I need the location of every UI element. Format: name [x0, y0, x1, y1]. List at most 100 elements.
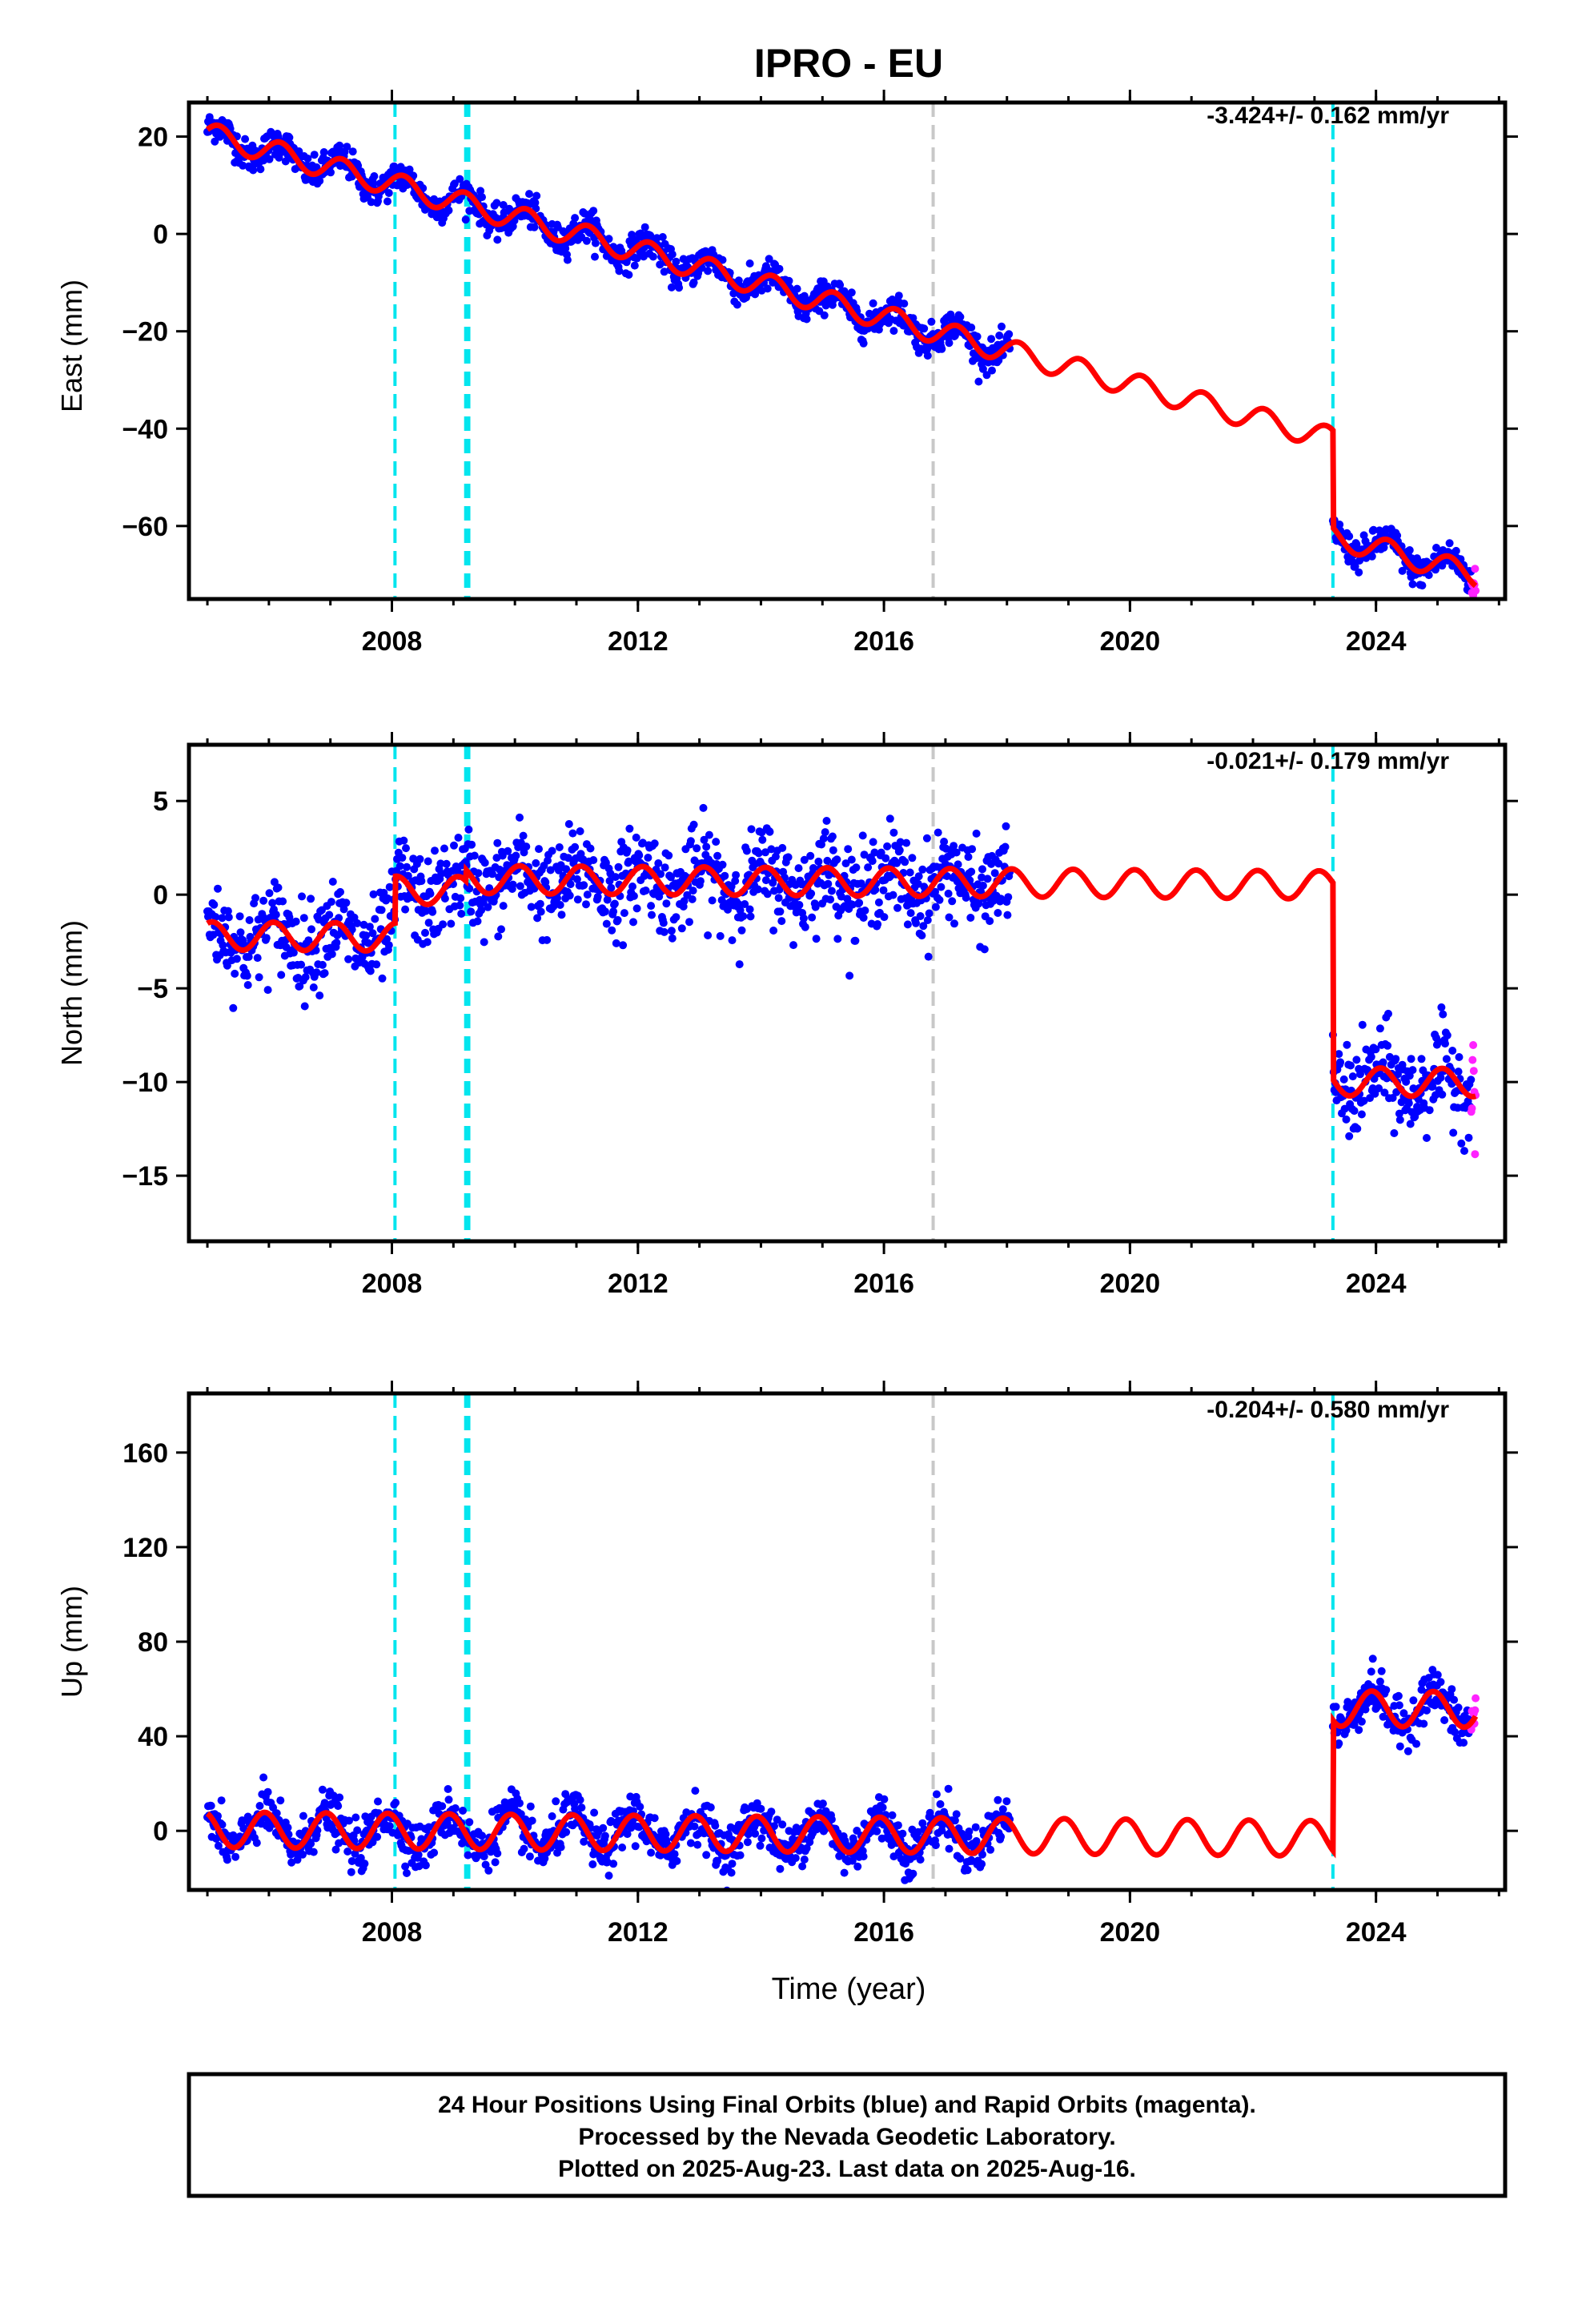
data-point [625, 824, 634, 833]
data-point [1347, 1061, 1355, 1070]
data-point [823, 856, 832, 865]
data-point [767, 1807, 776, 1816]
data-point [632, 904, 641, 913]
data-point [1375, 1084, 1383, 1092]
data-point [902, 838, 911, 847]
data-point [421, 1861, 430, 1870]
data-point [470, 851, 479, 860]
x-tick-label: 2008 [362, 626, 423, 657]
data-point [983, 875, 992, 883]
data-point [289, 948, 298, 957]
data-point [552, 1797, 560, 1806]
data-point [556, 901, 564, 909]
data-point [612, 939, 620, 947]
data-point [468, 840, 476, 849]
data-point [212, 1835, 221, 1843]
data-point [860, 850, 869, 859]
data-point [665, 851, 673, 860]
data-point [1454, 1068, 1463, 1076]
data-point [1442, 1055, 1451, 1063]
data-point [417, 877, 426, 886]
data-point [789, 941, 797, 950]
data-point [644, 854, 652, 862]
data-point [672, 257, 681, 266]
data-point [312, 968, 321, 977]
data-point [987, 335, 996, 344]
data-point [784, 853, 793, 862]
data-point [536, 907, 545, 916]
data-point [454, 834, 463, 842]
data-point [440, 844, 448, 853]
data-point [650, 839, 659, 848]
data-point [874, 898, 883, 907]
data-point [343, 1848, 352, 1856]
data-point [869, 838, 877, 846]
data-point [647, 1848, 656, 1857]
data-point [974, 377, 983, 386]
data-point [967, 324, 976, 332]
data-point [498, 851, 507, 860]
data-point [1417, 1055, 1426, 1063]
data-point [1331, 1703, 1340, 1711]
data-point [1388, 1094, 1397, 1102]
data-point [704, 267, 713, 275]
data-point [391, 1799, 400, 1807]
data-point [465, 1818, 474, 1827]
data-point [898, 1829, 907, 1838]
data-point [963, 1866, 972, 1875]
data-point [954, 860, 962, 869]
x-tick-label: 2024 [1346, 1917, 1407, 1948]
data-point [1455, 1053, 1464, 1061]
data-point [733, 300, 741, 309]
data-point [451, 1804, 460, 1812]
data-point [1368, 1655, 1377, 1663]
data-point [562, 865, 571, 874]
data-point [241, 135, 250, 143]
data-point [602, 919, 611, 928]
data-point [218, 1820, 227, 1829]
data-point [615, 267, 624, 275]
data-point [339, 905, 348, 914]
data-point [880, 913, 889, 922]
data-point [369, 890, 378, 899]
data-point [944, 1784, 953, 1793]
data-point [1395, 1742, 1404, 1751]
footer-box: 24 Hour Positions Using Final Orbits (bl… [187, 2072, 1508, 2198]
data-point [214, 884, 222, 893]
footer-line-3: Plotted on 2025-Aug-23. Last data on 202… [558, 2156, 1136, 2182]
data-point [428, 907, 437, 916]
rapid-point [1471, 1150, 1480, 1159]
data-point [718, 860, 727, 869]
y-tick-label: −40 [122, 414, 168, 444]
east-rate-label: -3.424+/- 0.162 mm/yr [1207, 103, 1449, 129]
data-point [400, 836, 408, 845]
data-point [914, 872, 923, 881]
data-point [648, 911, 656, 919]
up-y-axis-label: Up (mm) [55, 1586, 88, 1698]
data-point [1432, 544, 1440, 552]
data-point [444, 1785, 452, 1793]
data-point [967, 867, 976, 876]
data-point [577, 1803, 586, 1812]
data-point [761, 876, 770, 885]
data-point [416, 854, 424, 863]
data-point [591, 239, 600, 247]
data-point [371, 915, 379, 923]
data-point [548, 846, 556, 855]
data-point [795, 901, 804, 909]
data-point [1375, 1024, 1384, 1033]
data-point [647, 902, 656, 911]
data-point [751, 290, 760, 299]
data-point [871, 886, 880, 894]
data-point [994, 859, 1003, 868]
data-point [675, 283, 684, 292]
data-point [1403, 1747, 1412, 1755]
data-point [444, 1795, 453, 1804]
data-point [808, 913, 817, 922]
data-point [791, 1854, 800, 1863]
data-point [889, 327, 898, 336]
data-point [757, 1834, 766, 1843]
data-point [859, 914, 868, 922]
data-point [440, 895, 449, 903]
data-point [742, 846, 751, 855]
